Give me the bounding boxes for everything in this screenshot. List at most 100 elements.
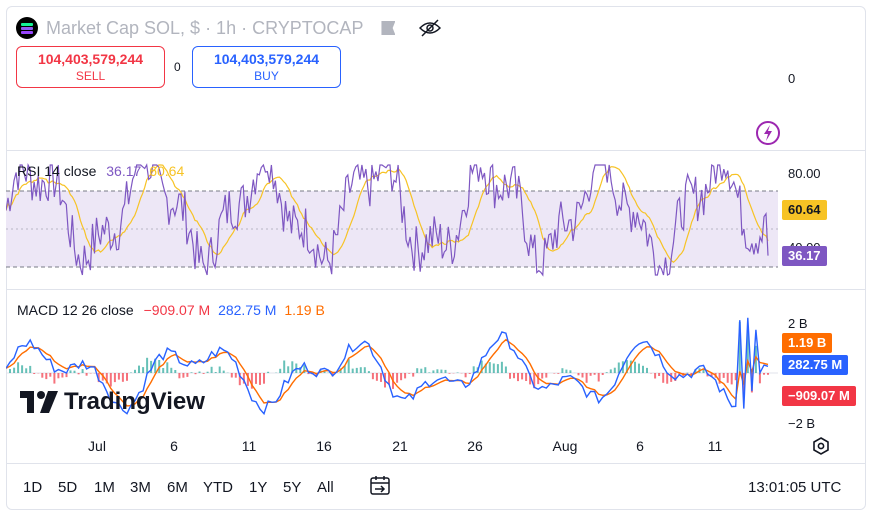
timeframe-6m-button[interactable]: 6M xyxy=(167,479,188,496)
macd-histogram-bar xyxy=(182,373,185,378)
chart-title-bar: Market Cap SOL, $ · 1h · CRYPTOCAP xyxy=(16,17,442,39)
macd-histogram-bar xyxy=(190,372,193,373)
buy-button[interactable]: 104,403,579,244 BUY xyxy=(192,46,341,88)
x-axis-tick: Aug xyxy=(552,438,578,454)
macd-histogram-bar xyxy=(565,369,568,373)
timeframe-1m-button[interactable]: 1M xyxy=(94,479,115,496)
macd-histogram-bar xyxy=(371,373,374,380)
macd-histogram-bar xyxy=(738,321,741,373)
macd-histogram-bar xyxy=(246,373,249,386)
clock-utc[interactable]: 13:01:05 UTC xyxy=(748,479,842,496)
macd-histogram-bar xyxy=(448,373,451,374)
macd-histogram-bar xyxy=(291,361,294,373)
macd-histogram-bar xyxy=(178,373,181,379)
chart-title[interactable]: Market Cap SOL, $ · 1h · CRYPTOCAP xyxy=(46,17,364,38)
macd-histogram-bar xyxy=(57,373,60,379)
macd-histogram-bar xyxy=(21,365,24,373)
macd-histogram-bar xyxy=(666,373,669,384)
x-axis-tick: 26 xyxy=(467,438,483,454)
macd-histogram-bar xyxy=(33,373,36,374)
macd-histogram-bar xyxy=(69,370,72,373)
macd-histogram-bar xyxy=(170,367,173,373)
flag-icon[interactable] xyxy=(381,21,396,35)
timeframe-1y-button[interactable]: 1Y xyxy=(249,479,268,496)
sell-button[interactable]: 104,403,579,244 SELL xyxy=(16,46,165,88)
macd-histogram-bar xyxy=(561,368,564,373)
timeframe-5d-button[interactable]: 5D xyxy=(58,479,78,496)
rsi-legend[interactable]: RSI 14 close 36.17 60.64 xyxy=(17,163,184,179)
macd-histogram-bar xyxy=(134,369,136,373)
macd-histogram-bar xyxy=(662,373,665,383)
macd-histogram-bar xyxy=(65,373,68,378)
macd-histogram-bar xyxy=(545,373,548,378)
macd-histogram-bar xyxy=(380,373,382,382)
macd-histogram-bar xyxy=(690,373,693,376)
macd-histogram-bar xyxy=(553,373,556,374)
macd-histogram-bar xyxy=(589,373,592,376)
macd-histogram-bar xyxy=(464,373,467,378)
timeframe-ytd-button[interactable]: YTD xyxy=(203,479,233,496)
sell-price: 104,403,579,244 xyxy=(37,51,144,67)
macd-histogram-bar xyxy=(674,373,677,381)
macd-histogram-bar xyxy=(625,360,628,373)
macd-signal-legend-value: 1.19 B xyxy=(284,302,325,318)
macd-histogram-bar xyxy=(355,367,358,373)
macd-histogram-bar xyxy=(436,369,439,373)
macd-histogram-bar xyxy=(343,365,346,373)
macd-histogram-bar xyxy=(488,362,491,373)
macd-histogram-bar xyxy=(174,370,177,373)
macd-histogram-bar xyxy=(428,372,431,373)
macd-legend[interactable]: MACD 12 26 close −909.07 M 282.75 M 1.19… xyxy=(17,302,325,318)
rsi-axis-top: 80.00 xyxy=(788,166,821,181)
timeframe-5y-button[interactable]: 5Y xyxy=(283,479,302,496)
macd-histogram-bar xyxy=(730,373,733,385)
macd-histogram-bar xyxy=(113,373,116,383)
macd-histogram-bar xyxy=(569,370,572,373)
macd-histogram-bar xyxy=(13,367,16,373)
macd-histogram-bar xyxy=(53,373,56,384)
rsi-pane[interactable] xyxy=(6,151,778,286)
tradingview-logo[interactable]: TradingView xyxy=(20,388,205,416)
macd-pane[interactable] xyxy=(6,290,778,430)
macd-histogram-bar xyxy=(206,371,209,373)
macd-histogram-bar xyxy=(279,368,282,373)
macd-line xyxy=(6,317,769,416)
lightning-icon[interactable] xyxy=(755,120,781,146)
macd-histogram-bar xyxy=(25,368,28,373)
macd-histogram-bar xyxy=(121,373,124,382)
compare-range-icon[interactable] xyxy=(368,474,392,498)
x-axis-tick: 16 xyxy=(316,438,332,454)
macd-histogram-bar xyxy=(41,373,44,378)
macd-histogram-bar xyxy=(388,373,390,385)
macd-histogram-bar xyxy=(323,370,326,373)
eye-hidden-icon[interactable] xyxy=(419,19,442,37)
macd-legend-value: 282.75 M xyxy=(218,302,277,318)
macd-histogram-bar xyxy=(9,369,11,373)
macd-histogram-bar xyxy=(416,368,419,373)
timeframe-1d-button[interactable]: 1D xyxy=(23,479,43,496)
macd-histogram-bar xyxy=(222,370,225,373)
macd-histogram-bar xyxy=(408,373,411,374)
macd-histogram-bar xyxy=(577,373,580,376)
macd-histogram-bar xyxy=(654,373,657,379)
macd-histogram-bar xyxy=(255,373,257,384)
pane-separator[interactable] xyxy=(6,150,866,151)
macd-histogram-bar xyxy=(605,372,608,373)
macd-histogram-bar xyxy=(529,373,532,385)
settings-icon[interactable] xyxy=(811,436,831,456)
macd-histogram-bar xyxy=(267,371,270,373)
macd-signal-line xyxy=(6,338,769,407)
macd-histogram-bar xyxy=(85,373,88,376)
timeframe-all-button[interactable]: All xyxy=(317,479,334,496)
macd-histogram-bar xyxy=(629,360,632,373)
macd-histogram-bar xyxy=(351,368,354,373)
timeframe-3m-button[interactable]: 3M xyxy=(130,479,151,496)
macd-histogram-bar xyxy=(513,373,515,379)
pane-separator[interactable] xyxy=(6,289,866,290)
macd-histogram-bar xyxy=(359,367,362,373)
macd-histogram-bar xyxy=(214,372,217,373)
rsi-ma-legend-value: 60.64 xyxy=(149,163,185,179)
macd-histogram-bar xyxy=(702,369,705,373)
macd-histogram-bar xyxy=(166,362,169,373)
macd-histogram-bar xyxy=(250,373,253,389)
